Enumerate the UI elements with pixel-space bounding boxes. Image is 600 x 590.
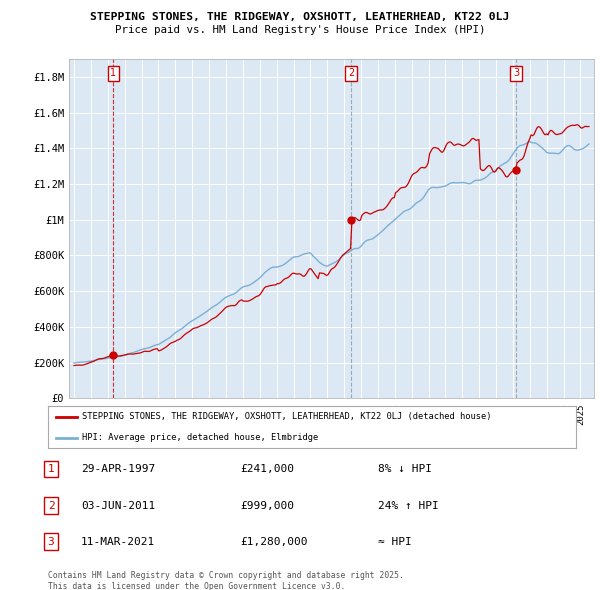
Text: 2: 2 <box>348 68 355 78</box>
Text: 3: 3 <box>47 537 55 546</box>
Text: 03-JUN-2011: 03-JUN-2011 <box>81 501 155 510</box>
Text: 29-APR-1997: 29-APR-1997 <box>81 464 155 474</box>
Text: 1: 1 <box>110 68 116 78</box>
Text: Price paid vs. HM Land Registry's House Price Index (HPI): Price paid vs. HM Land Registry's House … <box>115 25 485 35</box>
Text: STEPPING STONES, THE RIDGEWAY, OXSHOTT, LEATHERHEAD, KT22 0LJ: STEPPING STONES, THE RIDGEWAY, OXSHOTT, … <box>91 12 509 22</box>
Text: HPI: Average price, detached house, Elmbridge: HPI: Average price, detached house, Elmb… <box>82 433 319 442</box>
Text: STEPPING STONES, THE RIDGEWAY, OXSHOTT, LEATHERHEAD, KT22 0LJ (detached house): STEPPING STONES, THE RIDGEWAY, OXSHOTT, … <box>82 412 492 421</box>
Text: 11-MAR-2021: 11-MAR-2021 <box>81 537 155 546</box>
Text: 24% ↑ HPI: 24% ↑ HPI <box>378 501 439 510</box>
Text: 2: 2 <box>47 501 55 510</box>
Text: 3: 3 <box>513 68 519 78</box>
Text: 8% ↓ HPI: 8% ↓ HPI <box>378 464 432 474</box>
Text: £241,000: £241,000 <box>240 464 294 474</box>
Text: 1: 1 <box>47 464 55 474</box>
Text: Contains HM Land Registry data © Crown copyright and database right 2025.
This d: Contains HM Land Registry data © Crown c… <box>48 571 404 590</box>
Text: £1,280,000: £1,280,000 <box>240 537 308 546</box>
Text: £999,000: £999,000 <box>240 501 294 510</box>
Text: ≈ HPI: ≈ HPI <box>378 537 412 546</box>
